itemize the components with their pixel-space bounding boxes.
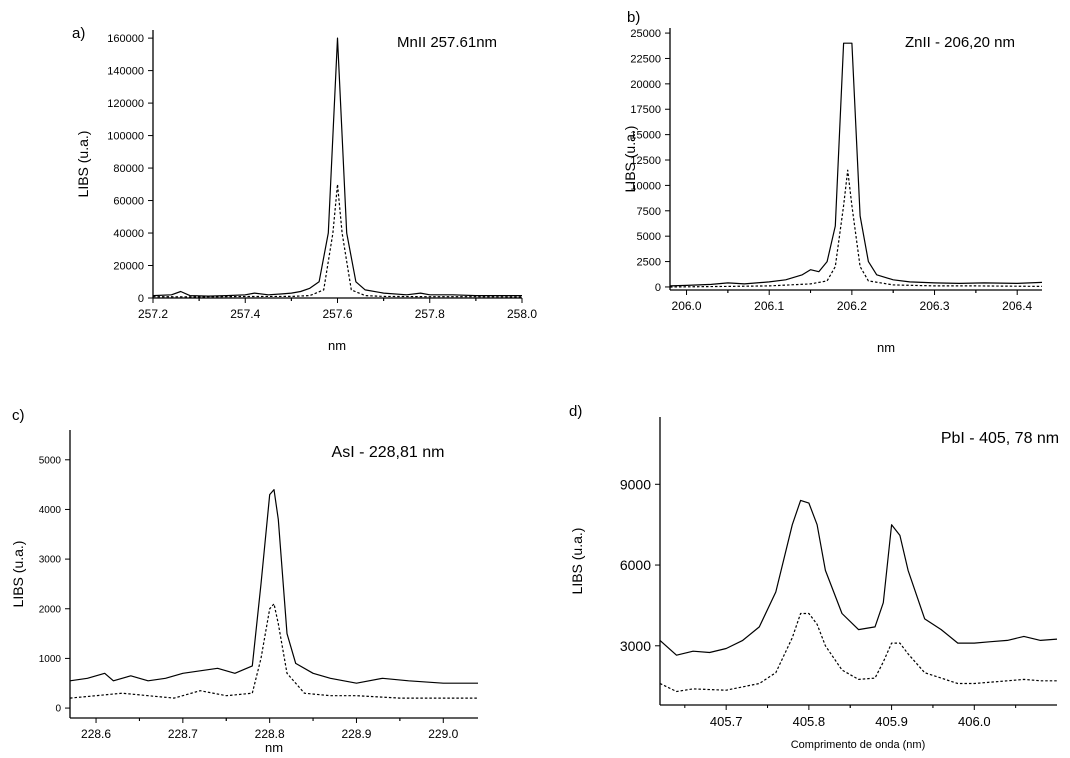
y-tick-label: 100000: [107, 131, 144, 143]
element-line-annotation: PbI - 405, 78 nm: [941, 430, 1059, 447]
x-tick-label: 257.4: [230, 307, 260, 321]
y-tick-label: 0: [655, 282, 661, 294]
x-axis-label: Comprimento de onda (nm): [791, 739, 926, 751]
x-tick-label: 405.7: [710, 714, 743, 729]
panel-label: d): [569, 403, 582, 420]
series-line-dashed: [669, 169, 1043, 288]
x-tick-label: 406.0: [958, 714, 991, 729]
x-tick-label: 228.9: [341, 727, 371, 741]
series-line-solid: [669, 42, 1043, 287]
y-tick-label: 140000: [107, 66, 144, 78]
x-tick-label: 206.4: [1002, 299, 1032, 313]
y-tick-label: 3000: [620, 638, 651, 654]
y-tick-label: 160000: [107, 33, 144, 45]
y-tick-label: 3000: [39, 555, 62, 566]
y-axis-label: LIBS (u.a.): [10, 541, 26, 608]
y-tick-label: 4000: [39, 505, 62, 516]
x-tick-label: 206.3: [920, 299, 950, 313]
series-line-solid: [659, 499, 1058, 656]
x-tick-label: 405.8: [793, 714, 826, 729]
y-tick-label: 25000: [630, 28, 661, 40]
x-tick-label: 257.6: [322, 307, 352, 321]
x-axis-label: nm: [877, 340, 895, 355]
series-line-dashed: [659, 612, 1057, 693]
panel-label: a): [72, 25, 85, 42]
y-tick-label: 20000: [630, 79, 661, 91]
y-tick-label: 1000: [39, 654, 62, 665]
x-tick-label: 228.6: [81, 727, 111, 741]
chart-panel-a: 257.2 257.4 257.6 257.8 258.0 0 20000 40000 6000…: [72, 25, 537, 353]
y-tick-label: 20000: [113, 260, 144, 272]
y-tick-label: 22500: [630, 53, 661, 65]
element-line-annotation: ZnII - 206,20 nm: [905, 34, 1015, 51]
x-tick-label: 228.8: [255, 727, 285, 741]
y-tick-label: 60000: [113, 196, 144, 208]
x-axis-label: nm: [265, 740, 283, 755]
element-line-annotation: AsI - 228,81 nm: [332, 444, 445, 461]
y-tick-label: 5000: [637, 231, 661, 243]
y-tick-label: 15000: [630, 130, 661, 142]
y-tick-label: 9000: [620, 476, 651, 492]
series-line-solid: [69, 489, 478, 684]
y-tick-label: 120000: [107, 98, 144, 110]
y-tick-label: 10000: [630, 180, 661, 192]
x-tick-label: 257.8: [415, 307, 445, 321]
panel-label: c): [12, 407, 25, 424]
x-tick-label: 258.0: [507, 307, 537, 321]
chart-panel-d: 405.7 405.8 405.9 406.0 3000 6000 9000 d) PbI - …: [569, 403, 1059, 751]
element-line-annotation: MnII 257.61nm: [397, 34, 497, 51]
chart-panel-c: 228.6 228.7 228.8 228.9 229.0 0 1000 2000 3000 40…: [10, 407, 478, 755]
x-tick-label: 206.0: [672, 299, 702, 313]
y-tick-label: 17500: [630, 104, 661, 116]
y-tick-label: 12500: [630, 155, 661, 167]
y-tick-label: 0: [138, 293, 144, 305]
y-tick-label: 2000: [39, 604, 62, 615]
x-axis-label: nm: [328, 338, 346, 353]
y-tick-label: 6000: [620, 557, 651, 573]
series-line-solid: [152, 37, 522, 297]
x-tick-label: 257.2: [138, 307, 168, 321]
y-tick-label: 0: [55, 704, 61, 715]
series-line-dashed: [69, 603, 478, 699]
x-tick-label: 405.9: [875, 714, 908, 729]
chart-panel-b: 206.0 206.1 206.2 206.3 206.4 0 2500 5000 7500 10…: [622, 9, 1043, 355]
y-tick-label: 7500: [637, 206, 661, 218]
y-axis-label: LIBS (u.a.): [75, 131, 91, 198]
y-tick-label: 5000: [39, 455, 62, 466]
x-tick-label: 206.1: [754, 299, 784, 313]
x-tick-label: 229.0: [428, 727, 458, 741]
series-line-dashed: [152, 183, 523, 298]
x-tick-label: 228.7: [168, 727, 198, 741]
y-tick-label: 40000: [113, 228, 144, 240]
y-axis-label: LIBS (u.a.): [569, 528, 585, 595]
y-tick-label: 2500: [637, 257, 661, 269]
panel-label: b): [627, 9, 640, 26]
y-axis-label: LIBS (u.a.): [622, 126, 638, 193]
y-tick-label: 80000: [113, 163, 144, 175]
x-tick-label: 206.2: [837, 299, 867, 313]
